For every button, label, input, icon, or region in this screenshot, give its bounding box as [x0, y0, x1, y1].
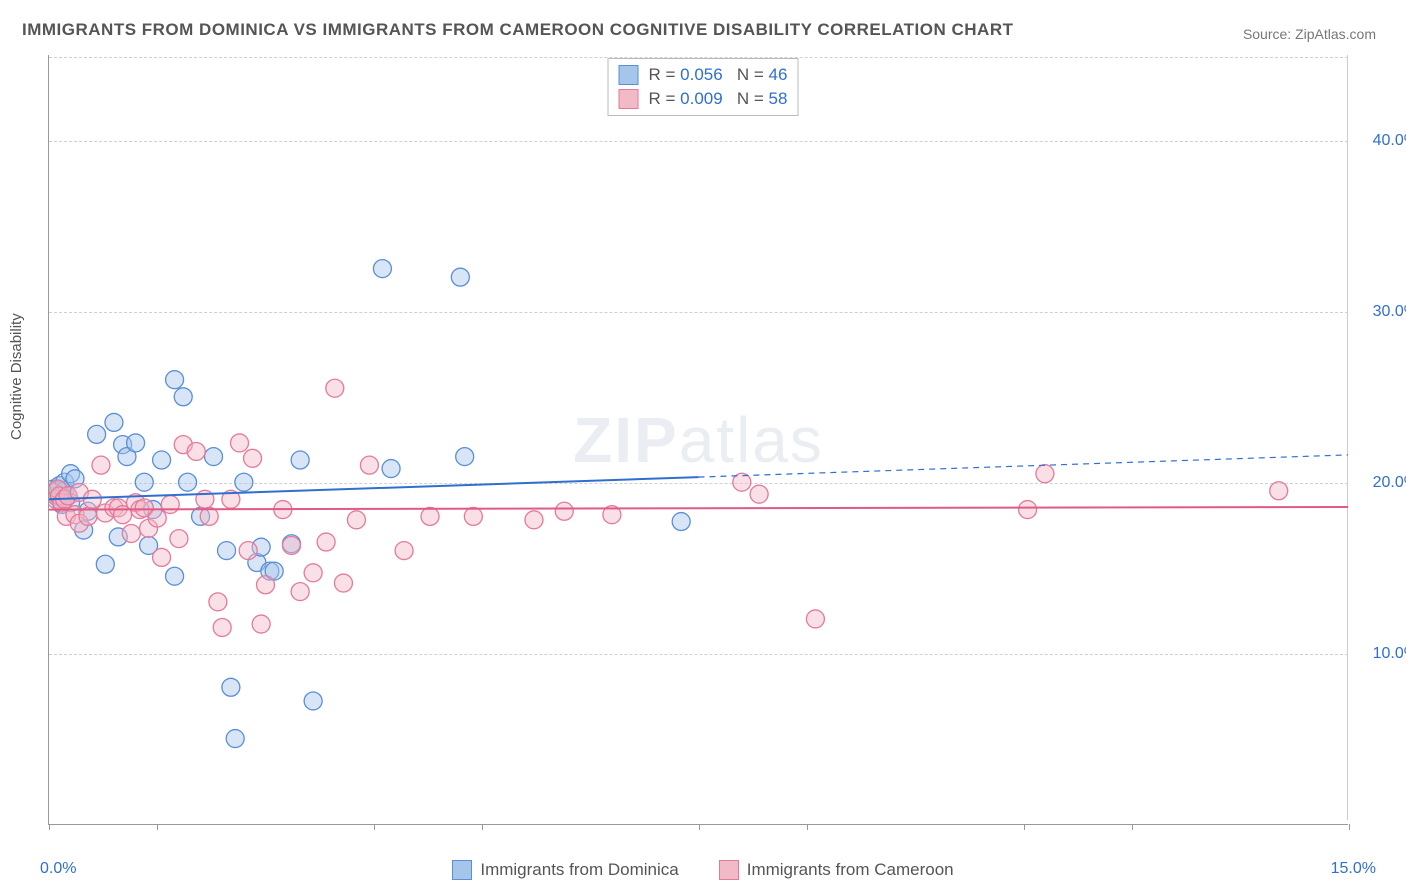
data-point	[213, 618, 231, 636]
data-point	[464, 507, 482, 525]
data-point	[382, 460, 400, 478]
series-legend: Immigrants from Dominica Immigrants from …	[0, 860, 1406, 880]
data-point	[672, 513, 690, 531]
data-point	[252, 615, 270, 633]
data-point	[231, 434, 249, 452]
data-point	[1270, 482, 1288, 500]
data-point	[456, 448, 474, 466]
data-point	[525, 511, 543, 529]
y-tick-label: 20.0%	[1358, 474, 1406, 492]
data-point	[244, 449, 262, 467]
x-tick-mark	[1349, 824, 1350, 830]
scatter-svg	[49, 55, 1348, 824]
data-point	[187, 442, 205, 460]
legend-stats: R = 0.009 N = 58	[649, 89, 788, 109]
data-point	[218, 542, 236, 560]
data-point	[174, 388, 192, 406]
y-tick-label: 30.0%	[1358, 303, 1406, 321]
data-point	[148, 509, 166, 527]
trend-line	[49, 507, 1348, 510]
source-name: ZipAtlas.com	[1295, 26, 1376, 42]
chart-title: IMMIGRANTS FROM DOMINICA VS IMMIGRANTS F…	[22, 20, 1014, 40]
data-point	[166, 567, 184, 585]
data-point	[122, 525, 140, 543]
data-point	[304, 564, 322, 582]
legend-row: R = 0.009 N = 58	[619, 87, 788, 111]
data-point	[257, 576, 275, 594]
data-point	[421, 507, 439, 525]
y-tick-label: 40.0%	[1358, 132, 1406, 150]
data-point	[291, 451, 309, 469]
data-point	[360, 456, 378, 474]
data-point	[395, 542, 413, 560]
data-point	[127, 434, 145, 452]
data-point	[153, 451, 171, 469]
y-tick-label: 10.0%	[1358, 645, 1406, 663]
series-legend-item: Immigrants from Dominica	[452, 860, 678, 880]
data-point	[291, 583, 309, 601]
data-point	[326, 379, 344, 397]
series-legend-item: Immigrants from Cameroon	[719, 860, 954, 880]
data-point	[83, 490, 101, 508]
x-tick-mark	[1132, 824, 1133, 830]
data-point	[304, 692, 322, 710]
data-point	[161, 495, 179, 513]
legend-swatch	[452, 860, 472, 880]
data-point	[226, 730, 244, 748]
series-name: Immigrants from Cameroon	[747, 860, 954, 880]
data-point	[166, 371, 184, 389]
x-tick-mark	[699, 824, 700, 830]
data-point	[92, 456, 110, 474]
correlation-legend: R = 0.056 N = 46 R = 0.009 N = 58	[608, 58, 799, 116]
data-point	[451, 268, 469, 286]
data-point	[179, 473, 197, 491]
data-point	[96, 555, 114, 573]
data-point	[235, 473, 253, 491]
data-point	[88, 425, 106, 443]
legend-stats: R = 0.056 N = 46	[649, 65, 788, 85]
x-tick-mark	[374, 824, 375, 830]
legend-row: R = 0.056 N = 46	[619, 63, 788, 87]
source-attribution: Source: ZipAtlas.com	[1243, 26, 1376, 42]
data-point	[347, 511, 365, 529]
data-point	[282, 536, 300, 554]
data-point	[153, 548, 171, 566]
data-point	[205, 448, 223, 466]
data-point	[105, 413, 123, 431]
x-tick-mark	[482, 824, 483, 830]
data-point	[135, 473, 153, 491]
x-tick-mark	[807, 824, 808, 830]
x-tick-mark	[49, 824, 50, 830]
legend-swatch	[719, 860, 739, 880]
data-point	[239, 542, 257, 560]
data-point	[555, 502, 573, 520]
legend-swatch	[619, 89, 639, 109]
chart-plot-area: ZIPatlas 10.0%20.0%30.0%40.0%	[48, 55, 1348, 825]
data-point	[806, 610, 824, 628]
data-point	[1019, 501, 1037, 519]
data-point	[750, 485, 768, 503]
data-point	[1036, 465, 1054, 483]
source-prefix: Source:	[1243, 26, 1295, 42]
x-tick-mark	[1024, 824, 1025, 830]
data-point	[317, 533, 335, 551]
x-tick-mark	[157, 824, 158, 830]
trend-line-extrapolated	[699, 455, 1349, 477]
data-point	[222, 678, 240, 696]
y-axis-label: Cognitive Disability	[8, 313, 25, 440]
data-point	[373, 260, 391, 278]
legend-swatch	[619, 65, 639, 85]
data-point	[209, 593, 227, 611]
data-point	[170, 530, 188, 548]
series-name: Immigrants from Dominica	[480, 860, 678, 880]
data-point	[334, 574, 352, 592]
